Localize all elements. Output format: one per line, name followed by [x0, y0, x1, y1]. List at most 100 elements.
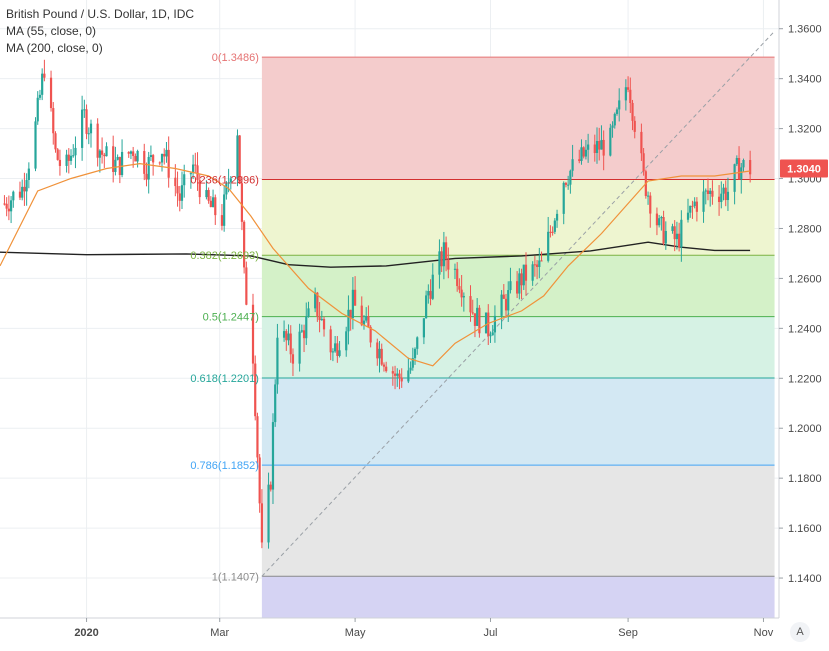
candle-body: [704, 190, 707, 192]
fib-level-label: 0.382(1.2693): [190, 250, 259, 262]
fibonacci-retracement[interactable]: [261, 56, 775, 618]
y-tick-label: 1.3600: [788, 24, 822, 36]
candle-body: [7, 208, 10, 212]
candle-body: [555, 213, 559, 221]
candle-body: [81, 109, 84, 148]
trend-line-segment: [261, 30, 775, 577]
candle-body: [347, 309, 350, 332]
candle-body: [160, 153, 164, 163]
candle-body: [400, 377, 403, 382]
candle-body: [334, 343, 337, 352]
candle-body: [473, 313, 477, 326]
candle-body: [34, 121, 37, 169]
candle-body: [598, 140, 601, 150]
candle-body: [89, 123, 93, 134]
candle-body: [500, 294, 503, 316]
candle-body: [553, 220, 556, 232]
candle-body: [618, 100, 621, 110]
candle-body: [9, 200, 13, 212]
candle-body: [318, 316, 321, 321]
candle-body: [649, 195, 652, 214]
trend-line[interactable]: [261, 30, 775, 577]
auto-scale-button[interactable]: A: [790, 622, 810, 642]
candle-body: [3, 203, 6, 205]
legend: British Pound / U.S. Dollar, 1D, IDC MA …: [6, 6, 194, 57]
candle-body: [489, 335, 492, 337]
candle-body: [393, 373, 397, 376]
candle-body: [724, 187, 727, 201]
candle-body: [349, 309, 352, 319]
candle-body: [531, 264, 534, 281]
candle-body: [83, 109, 86, 111]
ma55-path: [0, 162, 751, 367]
candle-body: [271, 422, 275, 490]
candle-body: [460, 289, 463, 298]
candle-body: [147, 156, 150, 180]
candle-body: [533, 264, 536, 266]
candle-body: [549, 231, 552, 233]
candle-body: [518, 273, 521, 294]
candle-body: [369, 326, 372, 343]
candle-body: [491, 332, 494, 336]
candle-body: [742, 160, 745, 168]
candle-body: [584, 149, 588, 157]
candle-body: [229, 178, 232, 183]
candle-body: [524, 264, 528, 281]
candle-body: [245, 267, 248, 305]
candle-body: [258, 457, 261, 504]
candle-body: [65, 154, 68, 166]
candle-body: [314, 292, 317, 309]
candle-body: [360, 305, 363, 326]
fib-level-label: 0.236(1.2996): [190, 175, 259, 187]
candle-body: [149, 155, 153, 157]
candle-body: [673, 226, 676, 240]
candle-body: [238, 135, 241, 184]
candle-body: [602, 139, 605, 156]
y-tick-label: 1.1400: [788, 573, 822, 585]
candle-body: [737, 158, 741, 180]
fib-zone: [261, 576, 775, 618]
candle-body: [132, 151, 135, 156]
candle-body: [453, 268, 457, 270]
candle-body: [396, 373, 399, 376]
candle-body: [322, 318, 326, 330]
candle-body: [38, 94, 42, 98]
fib-level-label: 0(1.3486): [212, 52, 259, 64]
candle-body: [27, 168, 30, 180]
candle-body: [664, 230, 667, 244]
candle-body: [345, 331, 348, 351]
candle-body: [267, 484, 270, 543]
candle-body: [380, 348, 383, 365]
candle-body: [25, 179, 28, 192]
candle-body: [43, 73, 46, 78]
fib-zone: [261, 179, 775, 256]
candle-body: [587, 144, 590, 150]
x-tick-label: Sep: [618, 627, 638, 639]
fib-level-label: 0.5(1.2447): [203, 312, 259, 324]
legend-ma200: MA (200, close, 0): [6, 41, 103, 55]
y-tick-label: 1.1800: [788, 473, 822, 485]
candle-body: [302, 330, 306, 339]
candle-body: [695, 201, 698, 212]
candle-body: [484, 312, 488, 334]
candle-body: [134, 155, 137, 162]
candle-body: [54, 133, 57, 150]
candle-body: [21, 186, 24, 198]
candle-body: [642, 153, 645, 172]
candle-body: [52, 108, 55, 134]
candle-body: [671, 226, 674, 231]
candle-body: [100, 150, 104, 155]
candle-body: [662, 217, 665, 244]
candle-body: [167, 149, 170, 178]
candle-body: [385, 366, 388, 372]
candle-body: [74, 147, 77, 156]
candle-body: [329, 329, 332, 353]
fib-level-label: 0.618(1.2201): [190, 373, 259, 385]
candle-body: [305, 316, 308, 339]
candle-body: [507, 290, 510, 311]
candle-body: [680, 219, 683, 248]
candle-body: [240, 183, 244, 222]
candle-body: [442, 242, 445, 267]
